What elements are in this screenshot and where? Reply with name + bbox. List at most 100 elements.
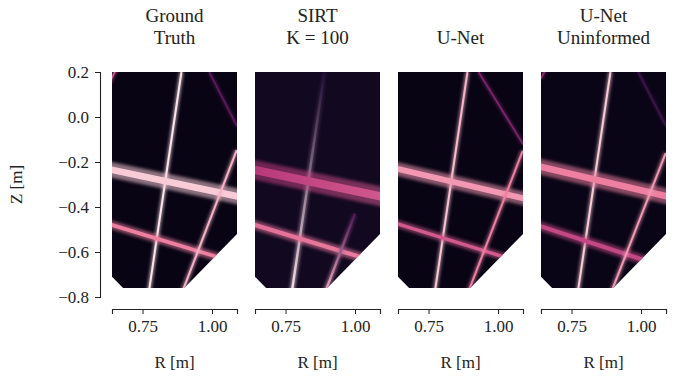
emission-line [323,214,355,297]
x-tick-label: 1.00 [627,317,657,336]
x-tick-label: 0.75 [557,317,587,336]
emission [112,72,237,297]
y-tick-label: −0.8 [58,288,89,307]
emission-glow [541,164,666,198]
emission-line [466,151,522,297]
y-tick-mark [95,252,100,253]
x-axis-line [542,310,667,315]
x-axis: 0.75 1.00 [399,309,524,336]
panel-title-line: K = 100 [286,27,348,48]
y-tick-mark [95,297,100,298]
x-tick: 0.75 [414,309,444,336]
emission [541,72,666,297]
y-tick: −0.4 [58,198,100,217]
x-tick: 0.75 [128,309,158,336]
panel-title-line: U-Net [437,27,485,48]
x-tick-mark [212,309,213,314]
emission-line [180,150,236,297]
emission [255,72,380,297]
emission-glow [541,72,547,79]
x-tick-mark [498,309,499,314]
emission-line [638,72,666,126]
panel-title: U-Net [437,27,485,48]
x-axis-line [256,310,381,315]
y-tick-mark [95,72,100,73]
x-axis-title: R [m] [583,353,623,372]
y-tick-label: −0.4 [58,198,89,217]
x-tick-label: 1.00 [198,317,228,336]
x-tick-label: 0.75 [128,317,158,336]
emission-glow [255,222,380,266]
x-tick: 0.75 [271,309,301,336]
x-axis-title: R [m] [297,353,337,372]
emission-glow [255,168,380,198]
plot-area [398,72,523,297]
emission-glow [541,223,666,270]
emission-glow [479,72,523,144]
x-axis: 0.75 1.00 [542,309,667,336]
panel: 0.75 1.00R [m] U-Net [387,27,531,372]
x-tick: 0.75 [557,309,587,336]
plot-area [541,72,666,297]
y-tick: −0.2 [58,153,100,172]
y-axis-line [95,73,101,298]
emission-glow [609,153,665,297]
x-axis: 0.75 1.00 [113,309,238,336]
emission-line [398,221,523,266]
emission-glow [466,151,522,297]
panel-title-line: Ground [145,5,204,26]
panel-title-line: Uninformed [557,27,650,48]
x-tick: 1.00 [198,309,228,336]
y-tick-mark [95,117,100,118]
emission-glow [112,222,237,266]
x-tick: 1.00 [627,309,657,336]
y-tick: −0.8 [58,288,100,307]
x-axis-title: R [m] [154,353,194,372]
y-axis: 0.2 0.0 −0.2 −0.4 −0.6 −0.8 [58,63,100,307]
x-tick-mark [429,309,430,314]
y-axis-title: Z [m] [7,165,26,204]
x-tick-mark [143,309,144,314]
y-tick-label: −0.6 [58,243,89,262]
panel: 0.75 1.00R [m] 0.2 0.0 −0.2 −0.4 −0.6 −0.8 Z [m]… [7,5,245,372]
y-tick-mark [95,207,100,208]
emission-line [609,153,665,297]
x-axis-title: R [m] [440,353,480,372]
emission-line [112,222,237,266]
y-tick-label: 0.2 [68,63,89,82]
plot-area [255,72,380,297]
panel: 0.751.00R [m]U-NetUninformed [530,5,674,372]
y-tick-label: −0.2 [58,153,89,172]
x-tick-label: 0.75 [414,317,444,336]
emission [398,72,523,297]
y-tick: 0.2 [68,63,100,82]
x-tick-label: 1.00 [484,317,514,336]
emission-line [112,72,120,83]
emission-glow [323,214,355,297]
emission-line [541,164,666,198]
x-tick: 1.00 [341,309,371,336]
emission-glow [209,72,237,126]
emission-glow [112,72,120,83]
y-tick: −0.6 [58,243,100,262]
y-tick: 0.0 [68,108,100,127]
x-tick: 1.00 [484,309,514,336]
emission-line [479,72,523,144]
x-tick-label: 0.75 [271,317,301,336]
emission-line [209,72,237,126]
y-tick-mark [95,162,100,163]
x-tick-mark [641,309,642,314]
x-axis-line [113,310,238,315]
emission-glow [398,221,523,266]
x-tick-mark [572,309,573,314]
plot-area [112,72,237,297]
emission-line [541,72,547,79]
x-axis: 0.75 1.00 [256,309,381,336]
panel-title: SIRTK = 100 [286,5,348,48]
emission-line [255,222,380,266]
x-tick-mark [355,309,356,314]
x-tick-label: 1.00 [341,317,371,336]
emission-line [255,168,380,198]
x-tick-mark [286,309,287,314]
panel-title-line: Truth [154,27,196,48]
